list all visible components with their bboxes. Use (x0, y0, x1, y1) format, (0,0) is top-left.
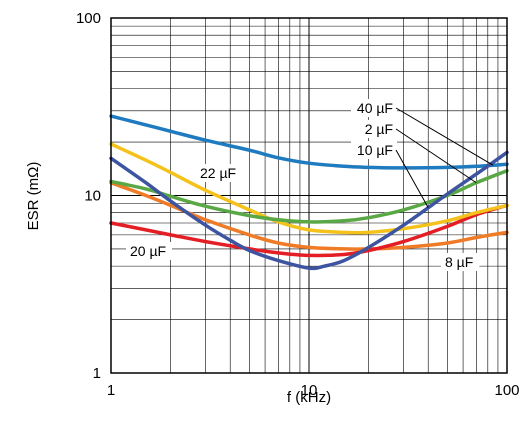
series-label-bg (351, 141, 397, 159)
x-tick-label: 10 (301, 382, 318, 399)
series-labels: 40 µF 2 µF 10 µF 22 µF 20 µF 8 µF (126, 99, 494, 271)
series-label: 40 µF (357, 100, 393, 116)
series-label-bg (351, 99, 397, 117)
leader-line (395, 149, 429, 208)
leader-line (395, 128, 477, 184)
x-tick-label: 100 (494, 382, 519, 399)
leader-line (395, 107, 494, 166)
series-line-20f (109, 203, 509, 258)
series-lines (109, 114, 509, 271)
plot-frame (110, 17, 508, 374)
y-tick-label: 100 (76, 10, 101, 27)
series-label: 22 µF (200, 165, 236, 181)
series-label-bg (358, 120, 397, 138)
series-line-8f (109, 180, 509, 251)
y-axis-label: ESR (mΩ) (25, 162, 42, 231)
series-label-bg (441, 253, 480, 271)
series-line-10f (109, 150, 509, 271)
series-label: 2 µF (365, 121, 393, 137)
series-label-bg (196, 164, 242, 182)
series-label: 10 µF (357, 142, 393, 158)
x-tick-label: 1 (107, 382, 115, 399)
series-label: 8 µF (445, 254, 473, 270)
y-tick-label: 10 (84, 188, 101, 205)
series-label-bg (126, 242, 172, 260)
series-line-40f (109, 114, 509, 170)
y-tick-label: 1 (93, 365, 101, 382)
x-axis-label: f (kHz) (287, 389, 331, 406)
series-label: 20 µF (130, 243, 166, 259)
series-line-22f (109, 142, 509, 235)
tick-labels: 1 10 100 1 10 100 (76, 10, 520, 399)
